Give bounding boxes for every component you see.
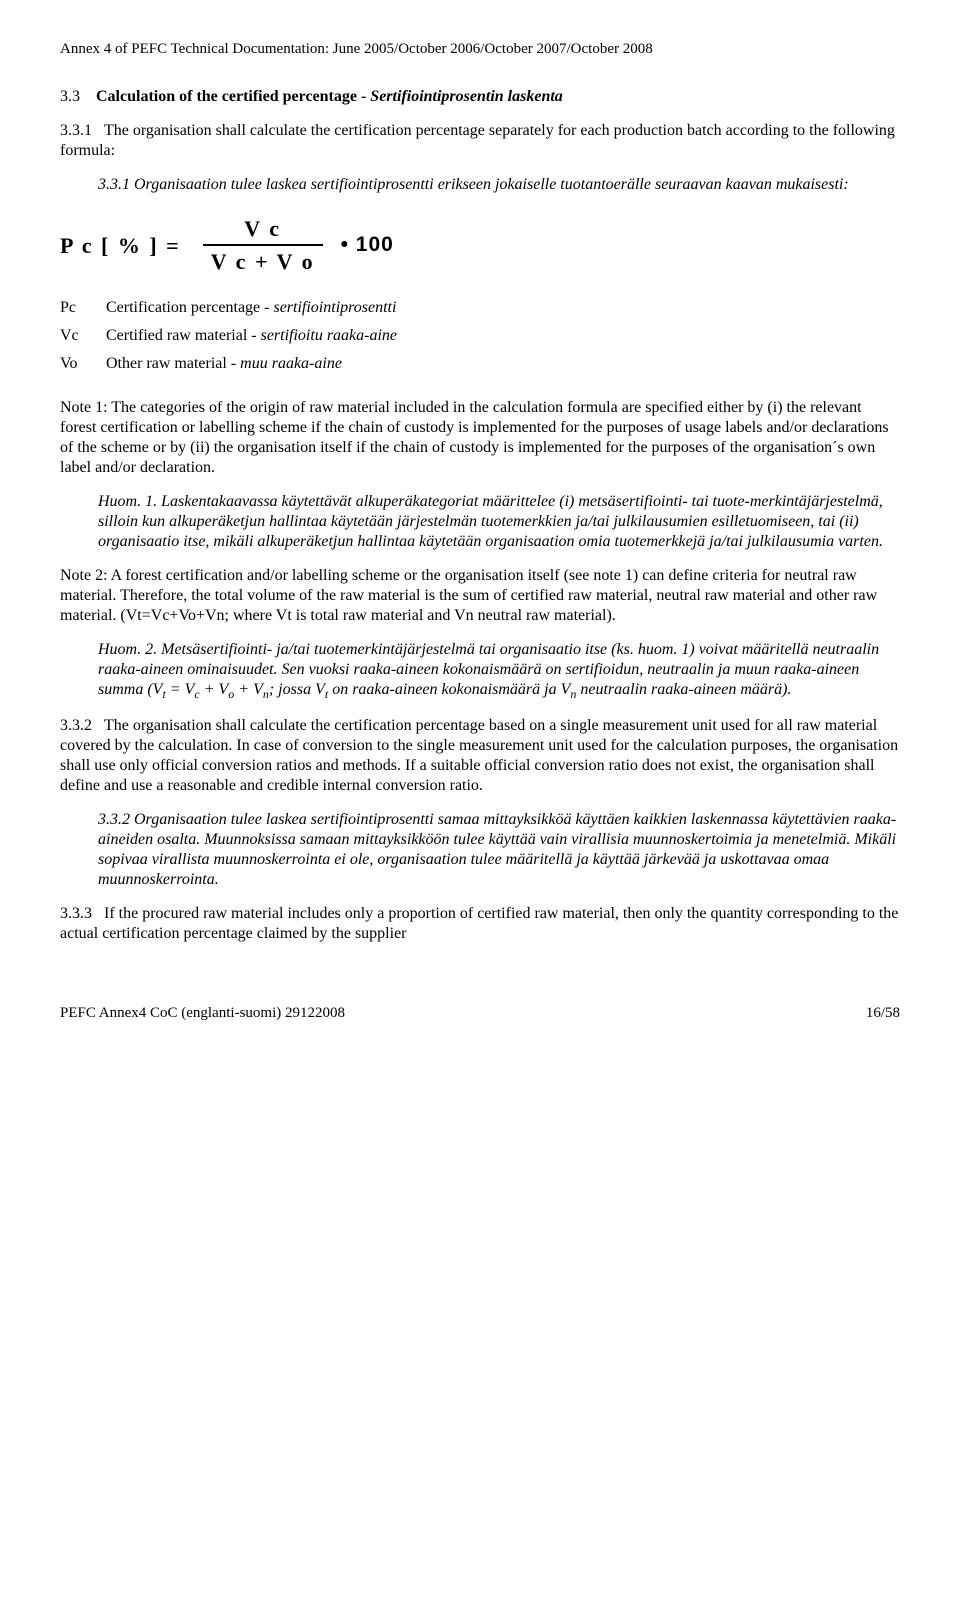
- para-num-fi: 3.3.1: [98, 176, 134, 193]
- def-en: Other raw material -: [106, 355, 240, 372]
- page-header: Annex 4 of PEFC Technical Documentation:…: [60, 40, 900, 59]
- def-fi: sertifioitu raaka-aine: [261, 327, 397, 344]
- para-text-fi: Organisaation tulee laskea sertifiointip…: [134, 176, 849, 193]
- def-text: Certification percentage - sertifiointip…: [106, 298, 396, 318]
- para-text: The organisation shall calculate the cer…: [60, 122, 895, 159]
- def-en: Certified raw material -: [106, 327, 261, 344]
- section-3-3-title: 3.3 Calculation of the certified percent…: [60, 87, 900, 107]
- def-fi: muu raaka-aine: [240, 355, 342, 372]
- t: + V: [234, 681, 263, 698]
- def-row-vo: Vo Other raw material - muu raaka-aine: [60, 354, 900, 374]
- def-symbol: Vc: [60, 326, 106, 346]
- note-2-en: Note 2: A forest certification and/or la…: [60, 566, 900, 626]
- def-symbol: Pc: [60, 298, 106, 318]
- t: = V: [166, 681, 195, 698]
- t: ; jossa V: [269, 681, 325, 698]
- t: neutraalin raaka-aineen määrä).: [576, 681, 791, 698]
- fraction-numerator: V c: [236, 215, 289, 243]
- note-2-fi: Huom. 2. Metsäsertifiointi- ja/tai tuote…: [98, 640, 900, 702]
- def-text: Certified raw material - sertifioitu raa…: [106, 326, 397, 346]
- para-text: If the procured raw material includes on…: [60, 905, 898, 942]
- formula-mult: • 100: [341, 232, 394, 258]
- para-num: 3.3.3: [60, 905, 92, 922]
- para-3-3-1-en: 3.3.1 The organisation shall calculate t…: [60, 121, 900, 161]
- definition-list: Pc Certification percentage - sertifioin…: [60, 298, 900, 374]
- footer-right: 16/58: [866, 1004, 900, 1023]
- section-num: 3.3: [60, 88, 80, 105]
- para-3-3-3-en: 3.3.3 If the procured raw material inclu…: [60, 904, 900, 944]
- t: + V: [200, 681, 229, 698]
- def-en: Certification percentage -: [106, 299, 273, 316]
- page-footer: PEFC Annex4 CoC (englanti-suomi) 2912200…: [60, 1004, 900, 1023]
- para-text: The organisation shall calculate the cer…: [60, 717, 898, 794]
- note-1-en: Note 1: The categories of the origin of …: [60, 398, 900, 478]
- formula: P c [ % ] = V c V c + V o • 100: [60, 215, 900, 276]
- def-row-pc: Pc Certification percentage - sertifioin…: [60, 298, 900, 318]
- formula-fraction: V c V c + V o: [203, 215, 323, 276]
- para-3-3-1-fi: 3.3.1 Organisaation tulee laskea sertifi…: [98, 175, 900, 195]
- section-title-en: Calculation of the certified percentage …: [96, 88, 370, 105]
- note-1-fi: Huom. 1. Laskentakaavassa käytettävät al…: [98, 492, 900, 552]
- para-3-3-2-en: 3.3.2 The organisation shall calculate t…: [60, 716, 900, 796]
- footer-left: PEFC Annex4 CoC (englanti-suomi) 2912200…: [60, 1004, 345, 1023]
- section-title-fi: Sertifiointiprosentin laskenta: [370, 88, 562, 105]
- para-3-3-2-fi: 3.3.2 Organisaation tulee laskea sertifi…: [98, 810, 900, 890]
- formula-lhs: P c [ % ] =: [60, 232, 181, 260]
- para-num: 3.3.1: [60, 122, 92, 139]
- para-text-fi: Organisaation tulee laskea sertifiointip…: [98, 811, 896, 888]
- def-fi: sertifiointiprosentti: [273, 299, 396, 316]
- para-num-fi: 3.3.2: [98, 811, 134, 828]
- para-num: 3.3.2: [60, 717, 92, 734]
- def-row-vc: Vc Certified raw material - sertifioitu …: [60, 326, 900, 346]
- def-text: Other raw material - muu raaka-aine: [106, 354, 342, 374]
- t: on raaka-aineen kokonaismäärä ja V: [328, 681, 570, 698]
- def-symbol: Vo: [60, 354, 106, 374]
- fraction-denominator: V c + V o: [203, 248, 323, 276]
- fraction-line: [203, 244, 323, 246]
